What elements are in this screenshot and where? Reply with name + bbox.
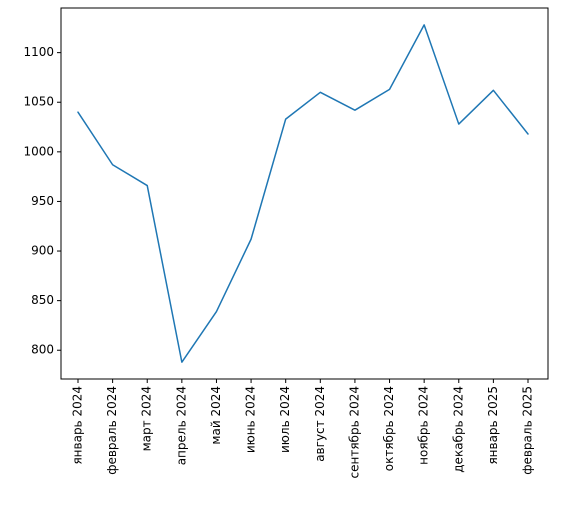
x-tick-label: март 2024	[140, 386, 154, 451]
x-tick-label: апрель 2024	[174, 386, 188, 465]
y-tick-label: 800	[31, 343, 54, 357]
y-tick-label: 900	[31, 244, 54, 258]
x-tick-label: февраль 2024	[105, 386, 119, 475]
x-tick-label: декабрь 2024	[451, 386, 465, 473]
x-tick-label: январь 2025	[486, 386, 500, 465]
x-tick-label: июль 2024	[278, 386, 292, 453]
x-tick-label: ноябрь 2024	[417, 386, 431, 465]
y-tick-label: 950	[31, 194, 54, 208]
y-tick-label: 1100	[23, 45, 54, 59]
y-tick-label: 1050	[23, 95, 54, 109]
plot-background	[61, 8, 548, 379]
x-tick-label: октябрь 2024	[382, 386, 396, 471]
plot-frame	[60, 7, 549, 380]
x-tick-label: февраль 2025	[521, 386, 535, 475]
x-tick-label: август 2024	[313, 386, 327, 462]
y-tick-label: 1000	[23, 144, 54, 158]
series-line	[77, 24, 529, 363]
x-tick-label: июнь 2024	[244, 386, 258, 453]
x-tick-label: май 2024	[209, 386, 223, 445]
x-axis: январь 2024 февраль 2024 март 2024 апрель 2…	[71, 379, 535, 478]
x-tick-label: январь 2024	[71, 386, 85, 465]
x-tick-label: сентябрь 2024	[347, 386, 361, 478]
y-tick-label: 850	[31, 293, 54, 307]
y-axis: 800 850 900 950 1000 1050 1100	[23, 45, 61, 357]
